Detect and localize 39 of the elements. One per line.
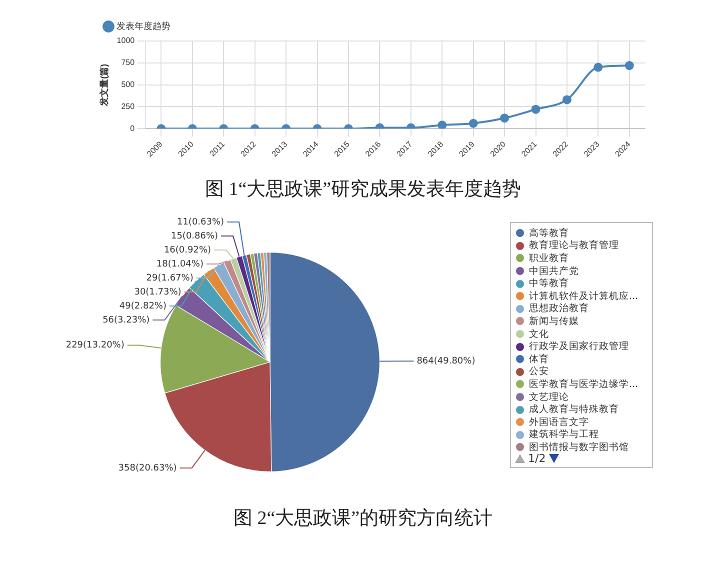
legend-label: 发表年度趋势 xyxy=(116,20,170,31)
legend-label: 成人教育与特殊教育 xyxy=(529,403,619,416)
legend-label: 文化 xyxy=(529,328,549,341)
data-label: 49(2.82%) xyxy=(119,301,166,312)
data-label: 358(20.63%) xyxy=(118,463,177,474)
y-tick-label: 500 xyxy=(121,80,136,90)
text: 图 1“大思政课”研究成果发表年度趋势 xyxy=(204,178,522,202)
legend-label: 计算机软件及计算机应... xyxy=(529,290,638,302)
data-label: 29(1.67%) xyxy=(146,273,194,284)
data-label: 229(13.20%) xyxy=(66,340,124,351)
legend-label: 建筑科学与工程 xyxy=(529,428,599,442)
data-label: 18(1.04%) xyxy=(156,259,204,270)
legend-label: 教育理论与教育管理 xyxy=(529,239,619,252)
data-label: 11(0.63%) xyxy=(176,217,224,228)
legend-label: 体育 xyxy=(529,352,549,366)
legend-label: 公安 xyxy=(529,365,549,378)
data-label: 16(0.92%) xyxy=(164,245,212,256)
legend-label: 职业教育 xyxy=(529,252,569,265)
text: 1/2 xyxy=(528,452,546,465)
y-axis-title: 发文量(篇) xyxy=(98,64,109,107)
y-tick-label: 1000 xyxy=(116,36,136,46)
y-tick-label: 0 xyxy=(130,124,136,133)
data-label: 30(1.73%) xyxy=(134,287,182,298)
text: 图 2“大思政课”的研究方向统计 xyxy=(232,507,494,531)
legend-label: 思想政治教育 xyxy=(529,302,589,316)
y-tick-label: 250 xyxy=(121,102,136,111)
data-label: 864(49.80%) xyxy=(416,356,476,367)
data-label: 15(0.86%) xyxy=(170,231,218,242)
legend-label: 行政学及国家行政管理 xyxy=(529,340,629,354)
legend-label: 中等教育 xyxy=(529,277,569,290)
data-label: 56(3.23%) xyxy=(102,315,150,326)
legend-label: 中国共产党 xyxy=(529,264,579,278)
legend-label: 文艺理论 xyxy=(529,390,569,404)
legend-label: 高等教育 xyxy=(529,226,569,240)
legend-label: 医学教育与医学边缘学... xyxy=(529,378,638,391)
y-tick-label: 750 xyxy=(121,58,136,68)
legend-label: 图书情报与数字图书馆 xyxy=(529,440,629,454)
legend-label: 外国语言文字 xyxy=(529,416,589,429)
legend-label: 新闻与传媒 xyxy=(529,314,579,328)
